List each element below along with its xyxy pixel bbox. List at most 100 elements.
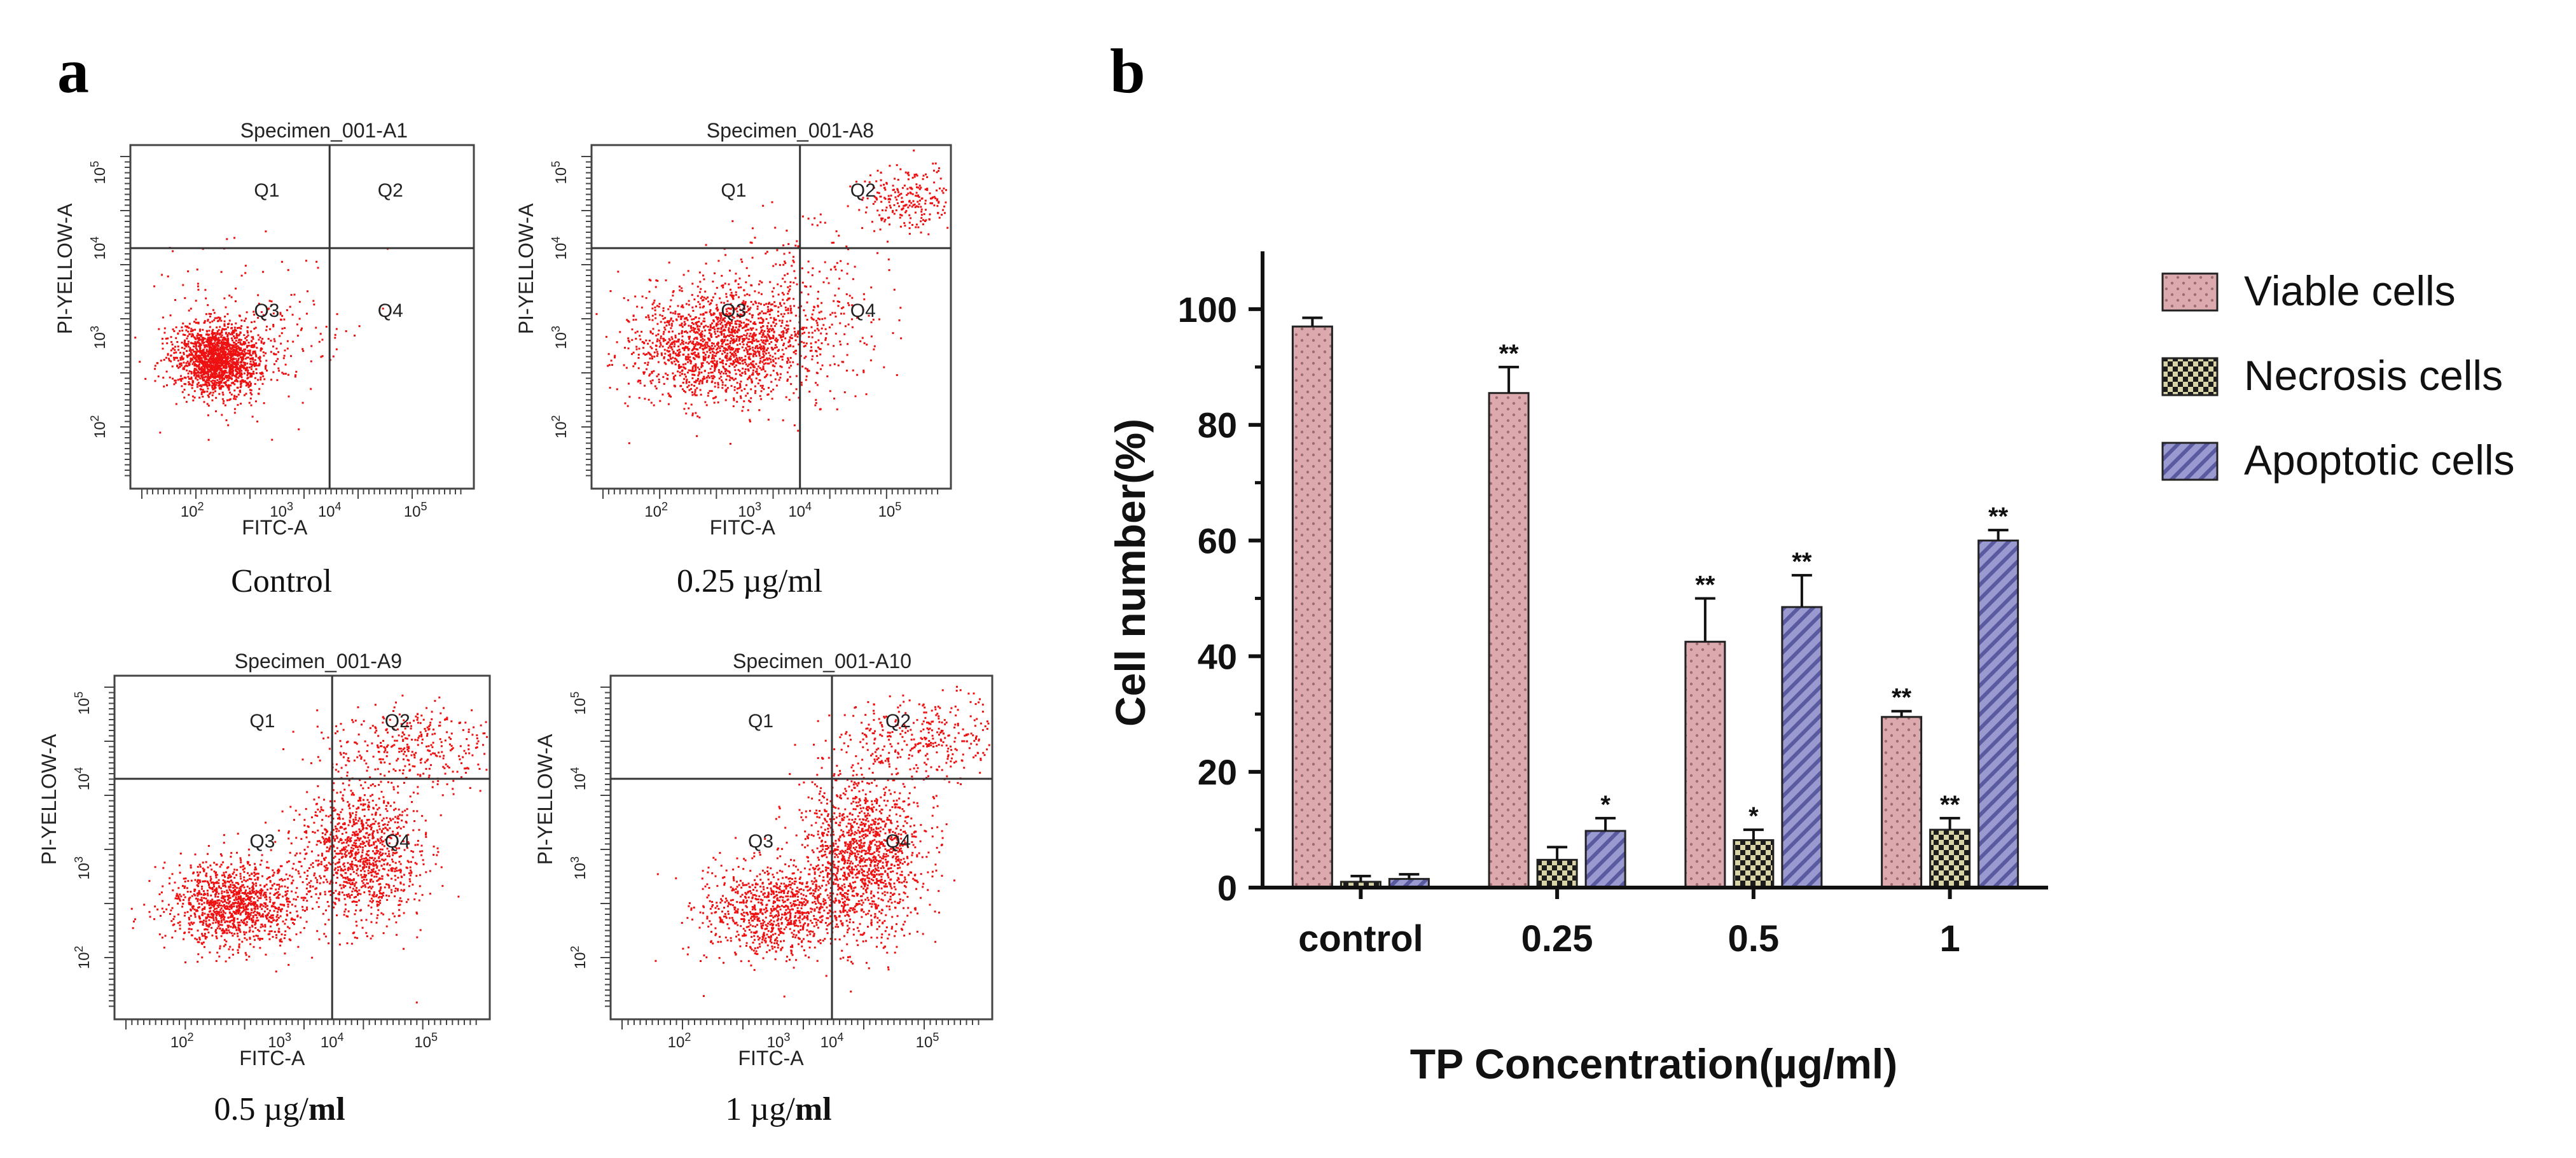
quadrant-label: Q3 [748, 831, 773, 852]
legend-swatch [2161, 442, 2219, 481]
quadrant-label: Q1 [249, 711, 275, 732]
x-axis: control 0.25 0.5 1 [1263, 886, 2048, 959]
axis-ticks [120, 156, 462, 499]
quadrant-label: Q1 [721, 180, 746, 201]
y-tick-label: 104 [73, 767, 93, 791]
legend-item: Apoptotic cells [2161, 436, 2515, 484]
specimen-title: Specimen_001-A10 [733, 650, 911, 673]
y-axis-label: PI-YELLOW-A [534, 734, 557, 865]
x-axis-label: FITC-A [242, 516, 308, 539]
plot-caption: 0.25 µg/ml [677, 563, 822, 599]
quadrant-label: Q3 [254, 300, 279, 321]
axis-ticks [581, 156, 939, 499]
y-axis-label: Cell number(%) [1107, 419, 1154, 727]
quadrant-label: Q2 [850, 180, 876, 201]
flow-plot: Specimen_001-A8 Q1 Q2 Q3 Q4 102 103 104 105 105 10… [515, 119, 952, 599]
quadrant-label: Q3 [721, 300, 746, 321]
y-tick-label: 60 [1198, 521, 1237, 561]
y-tick-label: 102 [550, 415, 570, 438]
legend-swatch [2161, 272, 2219, 312]
axis-ticks [600, 687, 980, 1029]
x-axis-label: FITC-A [738, 1047, 804, 1070]
bar [1684, 641, 1726, 889]
legend-label: Viable cells [2244, 267, 2456, 314]
y-tick-label: 0 [1217, 868, 1237, 908]
quadrant-label: Q1 [748, 711, 773, 732]
event-dots [130, 694, 488, 1004]
legend-swatch [2161, 357, 2219, 396]
event-dots [595, 150, 949, 445]
y-tick-label: 105 [569, 692, 589, 715]
bar [1584, 830, 1626, 889]
y-tick-label: 103 [569, 856, 589, 880]
y-tick-label: 80 [1198, 405, 1237, 445]
axis-ticks [104, 687, 477, 1029]
y-tick-label: 103 [88, 326, 109, 349]
x-tick-label: 0.5 [1728, 918, 1780, 959]
legend: Viable cells Necrosis cells Apoptotic cell… [2161, 267, 2515, 484]
bar [1881, 716, 1923, 889]
flow-plot: Specimen_001-A1 Q1 Q2 Q3 Q4 102 103 104 105 105 10… [53, 119, 475, 599]
event-dots [654, 685, 990, 998]
x-tick-label: 103 [767, 1031, 791, 1051]
bar [1977, 540, 2019, 889]
y-axis: 0 20 40 60 80 100 [1178, 251, 1264, 908]
y-tick-label: 104 [550, 237, 570, 260]
quadrant-label: Q1 [254, 180, 279, 201]
legend-label: Apoptotic cells [2244, 436, 2515, 484]
y-tick-label: 103 [550, 326, 570, 349]
x-tick-label: 103 [270, 500, 293, 520]
x-tick-label: 102 [668, 1031, 691, 1051]
bar [1929, 828, 1971, 889]
x-tick-label: 1 [1939, 918, 1960, 959]
y-axis-label: PI-YELLOW-A [38, 734, 60, 865]
x-tick-label: 102 [644, 500, 668, 520]
x-axis-label: FITC-A [710, 516, 776, 539]
quadrant-label: Q2 [378, 180, 403, 201]
bar [1291, 325, 1333, 889]
x-tick-label: 103 [268, 1031, 291, 1051]
significance-marker: ** [1695, 571, 1715, 599]
plot-caption: Control [231, 563, 332, 599]
y-tick-label: 100 [1178, 290, 1237, 330]
y-tick-label: 40 [1198, 636, 1237, 676]
plot-frame [129, 144, 475, 490]
y-tick-label: 105 [550, 161, 570, 185]
bar [1733, 839, 1775, 889]
significance-marker: * [1600, 791, 1610, 819]
y-tick-label: 104 [88, 237, 109, 260]
bar [1488, 392, 1530, 889]
x-tick-label: 104 [788, 500, 812, 520]
legend-item: Necrosis cells [2161, 352, 2503, 399]
significance-marker: * [1748, 802, 1759, 830]
quadrant-label: Q2 [885, 711, 911, 732]
quadrant-label: Q4 [850, 300, 876, 321]
plot-caption: 1 µg/ml [725, 1091, 831, 1127]
plot-caption: 0.5 µg/ml [214, 1091, 345, 1127]
specimen-title: Specimen_001-A1 [240, 119, 408, 142]
x-tick-label: 102 [181, 500, 204, 520]
y-tick-label: 105 [88, 161, 109, 185]
panel-a-label: a [57, 36, 89, 106]
x-tick-label: 105 [404, 500, 427, 520]
significance-marker: ** [1499, 340, 1520, 368]
y-tick-label: 102 [73, 945, 93, 969]
y-tick-label: 103 [73, 856, 93, 880]
x-tick-label: control [1298, 918, 1423, 959]
x-tick-label: 0.25 [1521, 918, 1593, 959]
specimen-title: Specimen_001-A9 [235, 650, 402, 673]
quadrant-label: Q4 [385, 831, 410, 852]
panel-b-label: b [1110, 36, 1146, 106]
quadrant-label: Q4 [885, 831, 911, 852]
x-tick-label: 104 [318, 500, 342, 520]
event-dots [134, 230, 389, 441]
x-tick-label: 105 [878, 500, 902, 520]
flow-plots: Specimen_001-A1 Q1 Q2 Q3 Q4 102 103 104 105 105 10… [38, 119, 994, 1127]
y-axis-label: PI-YELLOW-A [515, 203, 537, 334]
legend-label: Necrosis cells [2244, 352, 2503, 399]
legend-item: Viable cells [2161, 267, 2456, 314]
y-tick-label: 102 [88, 415, 109, 438]
x-tick-label: 104 [321, 1031, 344, 1051]
